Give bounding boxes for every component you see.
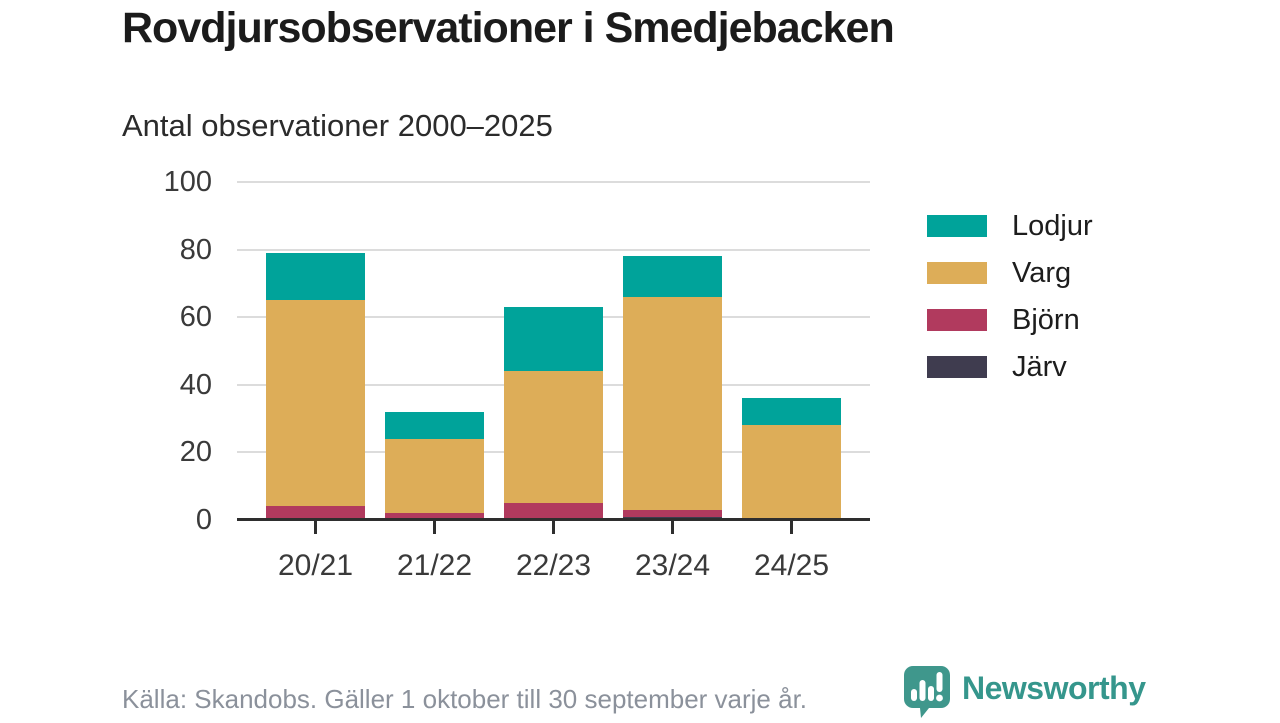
bar-segment-björn-22/23 [504,503,603,520]
x-tick-22/23 [552,521,555,534]
legend-swatch-lodjur [927,215,987,237]
legend-swatch-björn [927,309,987,331]
legend-label-björn: Björn [1012,303,1080,336]
legend-label-varg: Varg [1012,256,1072,289]
y-tick-label-20: 20 [179,436,212,469]
bar-segment-varg-24/25 [742,425,841,520]
chart-subtitle: Antal observationer 2000–2025 [122,108,553,143]
x-tick-24/25 [790,521,793,534]
legend-item-varg: Varg [927,257,1093,289]
bar-20/21 [266,182,365,520]
bar-segment-björn-20/21 [266,506,365,520]
x-tick-label-24/25: 24/25 [753,549,830,582]
x-axis-line [237,518,870,521]
brand-name: Newsworthy [962,670,1146,706]
legend-swatch-järv [927,356,987,378]
legend-label-järv: Järv [1012,350,1067,383]
bar-segment-lodjur-24/25 [742,398,841,426]
y-tick-label-100: 100 [163,166,212,198]
source-note: Källa: Skandobs. Gäller 1 oktober till 3… [122,684,808,714]
x-tick-20/21 [314,521,317,534]
x-tick-label-20/21: 20/21 [277,549,354,582]
brand-footer: Newsworthy [902,664,1162,718]
bar-segment-varg-22/23 [504,371,603,504]
bar-21/22 [385,182,484,520]
bar-segment-varg-20/21 [266,300,365,507]
bar-segment-björn-21/22 [385,513,484,520]
bar-23/24 [623,182,722,520]
newsworthy-logo-icon [902,664,952,723]
y-tick-label-60: 60 [179,301,212,334]
bar-22/23 [504,182,603,520]
legend: Lodjur Varg Björn Järv [927,210,1093,403]
bar-segment-varg-21/22 [385,438,484,514]
gridline-80 [237,248,870,251]
x-tick-label-21/22: 21/22 [396,549,473,582]
bar-segment-varg-23/24 [623,296,722,510]
x-tick-label-23/24: 23/24 [634,549,711,582]
x-tick-label-22/23: 22/23 [515,549,592,582]
y-tick-label-40: 40 [179,368,212,401]
legend-item-järv: Järv [927,351,1093,383]
x-axis-ticks [237,520,870,535]
x-tick-21/22 [433,521,436,534]
chart-title: Rovdjursobservationer i Smedjebacken [122,4,895,52]
x-axis-labels: 20/21 21/22 22/23 23/24 24/25 [237,548,870,586]
bar-segment-björn-23/24 [623,509,722,517]
y-tick-label-0: 0 [195,504,212,536]
plot-area [237,181,870,521]
legend-item-lodjur: Lodjur [927,210,1093,242]
y-axis-labels: 0 20 40 60 80 100 [112,166,212,536]
y-tick-label-80: 80 [179,233,212,266]
x-tick-23/24 [671,521,674,534]
bar-segment-lodjur-22/23 [504,307,603,372]
bar-segment-lodjur-23/24 [623,256,722,297]
bar-segment-lodjur-21/22 [385,411,484,439]
legend-swatch-varg [927,262,987,284]
legend-label-lodjur: Lodjur [1012,209,1093,242]
bar-segment-lodjur-20/21 [266,253,365,301]
gridline-100 [237,181,870,183]
legend-item-björn: Björn [927,304,1093,336]
bar-24/25 [742,182,841,520]
